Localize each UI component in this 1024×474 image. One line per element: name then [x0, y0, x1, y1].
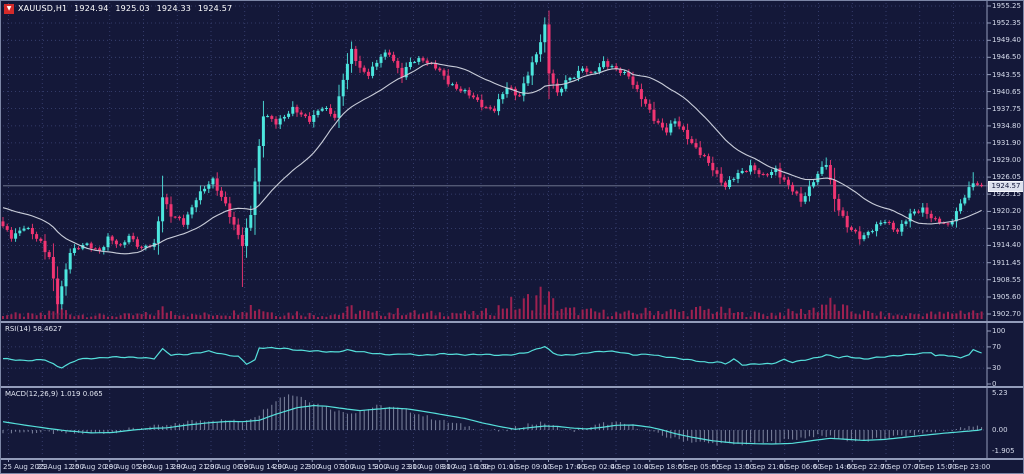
macd-label: MACD(12,26,9) 1.019 0.065 [5, 390, 103, 398]
time-axis-separator [1, 458, 1023, 460]
time-axis-label: 7 Sep 15:00 [914, 463, 957, 471]
rsi-value: 58.4627 [32, 325, 62, 333]
symbol-label: XAUUSD,H1 [18, 4, 68, 13]
time-axis-label: 7 Sep 07:00 [880, 463, 923, 471]
price-axis-label: 1946.50 [992, 53, 1021, 62]
candle-bodies [1, 24, 984, 305]
rsi-name: RSI(14) [5, 325, 31, 333]
time-axis-label: 25 Aug 2023 [3, 463, 48, 471]
high-value: 1925.03 [115, 4, 150, 13]
time-axis-label: 30 Aug 07:00 [306, 463, 354, 471]
macd-value-line: 1.019 [60, 390, 81, 398]
macd-value-hist: 0.065 [82, 390, 103, 398]
price-axis-label: 1914.40 [992, 241, 1021, 250]
price-axis-label: 1940.65 [992, 87, 1021, 96]
price-axis-label: 1923.15 [992, 190, 1021, 199]
rsi-scale-label: 70 [992, 342, 1001, 351]
price-axis-label: 1911.45 [992, 258, 1021, 267]
time-axis-label: 5 Sep 05:00 [678, 463, 721, 471]
time-axis-label: 29 Aug 06:00 [205, 463, 253, 471]
volume-bars [2, 286, 983, 319]
price-axis-label: 1949.40 [992, 36, 1021, 45]
time-axis-label: 30 Aug 23:00 [374, 463, 422, 471]
price-axis-label: 1926.05 [992, 173, 1021, 182]
price-axis-label: 1934.80 [992, 121, 1021, 130]
time-axis-label: 30 Aug 15:00 [340, 463, 388, 471]
time-axis-label: 28 Aug 21:00 [171, 463, 219, 471]
time-axis-label: 6 Sep 22:00 [846, 463, 890, 471]
macd-name: MACD(12,26,9) [5, 390, 59, 398]
price-axis-label: 1943.55 [992, 70, 1021, 79]
current-price-marker: 1924.57 [988, 180, 1023, 192]
time-axis-label: 1 Sep 01:00 [475, 463, 518, 471]
pane-separator-rsi[interactable] [1, 321, 1023, 323]
time-axis-label: 5 Sep 21:00 [745, 463, 788, 471]
time-axis-label: 25 Aug 20:00 [70, 463, 118, 471]
rsi-scale-label: 100 [992, 327, 1006, 335]
rsi-scale-label: 30 [992, 364, 1001, 373]
time-axis-label: 6 Sep 06:00 [779, 463, 822, 471]
open-value: 1924.94 [74, 4, 109, 13]
time-axis-label: 5 Sep 13:00 [711, 463, 755, 471]
low-value: 1924.33 [156, 4, 192, 13]
price-axis-label: 1931.90 [992, 138, 1021, 147]
price-axis-label: 1917.30 [992, 224, 1021, 233]
time-axis-label: 25 Aug 12:00 [36, 463, 84, 471]
close-value: 1924.57 [197, 4, 233, 13]
time-axis-label: 4 Sep 02:00 [576, 463, 620, 471]
rsi-scale-label: 0 [992, 380, 997, 388]
time-axis-label: 1 Sep 17:00 [543, 463, 586, 471]
price-axis-label: 1902.70 [992, 310, 1021, 318]
moving-average-line [2, 62, 982, 255]
macd-scale-label: -1.905 [992, 447, 1015, 455]
price-axis-label: 1955.25 [992, 2, 1021, 10]
pane-separator-macd[interactable] [1, 386, 1023, 388]
time-axis-label: 28 Aug 13:00 [138, 463, 186, 471]
rsi-label: RSI(14) 58.4627 [5, 325, 62, 333]
price-axis-label: 1905.60 [992, 293, 1021, 301]
price-axis-label: 1920.20 [992, 207, 1021, 216]
grid-layer [3, 3, 987, 457]
candle-wicks [2, 10, 983, 314]
time-axis-label: 4 Sep 10:00 [610, 463, 653, 471]
macd-scale-label: 5.23 [992, 389, 1008, 397]
macd-signal-line [2, 404, 982, 445]
price-axis-label: 1908.55 [992, 275, 1021, 284]
macd-scale-label: 0.00 [992, 426, 1008, 434]
time-axis-label: 28 Aug 05:00 [104, 463, 152, 471]
macd-histogram [2, 394, 983, 446]
price-axis-label: 1952.35 [992, 19, 1021, 27]
time-axis-label: 29 Aug 14:00 [239, 463, 287, 471]
rsi-line [2, 345, 982, 369]
time-axis-label: 4 Sep 18:00 [644, 463, 687, 471]
time-axis-label: 6 Sep 14:00 [813, 463, 856, 471]
price-axis-label: 1929.00 [992, 155, 1021, 164]
symbol-dropdown-icon[interactable]: ▼ [4, 4, 14, 14]
time-axis-label: 29 Aug 22:00 [273, 463, 321, 471]
time-axis-label: 1 Sep 09:00 [509, 463, 552, 471]
price-axis-label: 1937.75 [992, 104, 1021, 113]
time-axis-label: 7 Sep 23:00 [948, 463, 991, 471]
ohlc-header: XAUUSD,H1 1924.94 1925.03 1924.33 1924.5… [18, 4, 236, 13]
time-axis-label: 31 Aug 08:00 [408, 463, 456, 471]
time-axis-label: 31 Aug 16:00 [441, 463, 489, 471]
